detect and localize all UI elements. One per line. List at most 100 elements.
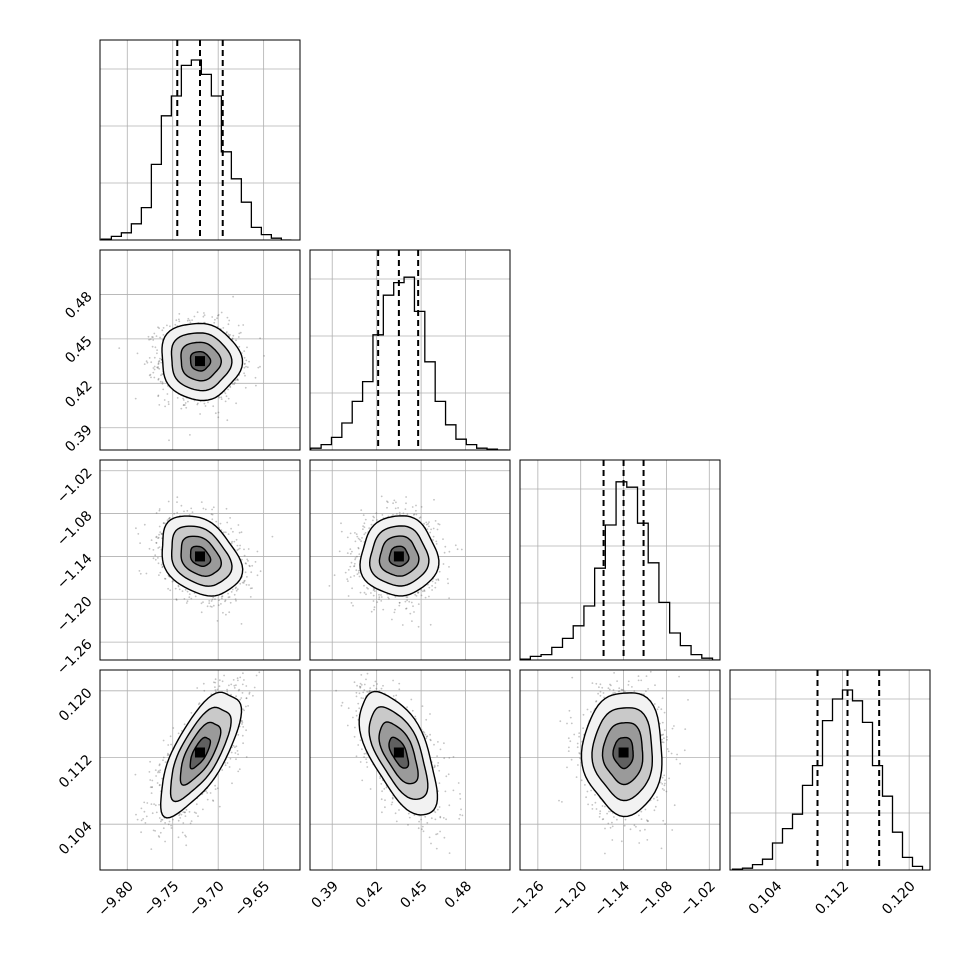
sample-point [235,339,237,342]
panel-frame [99,249,301,451]
sample-point [235,402,238,405]
sample-point [237,770,240,773]
sample-point [257,366,260,369]
sample-point [438,769,441,772]
sample-point [193,811,196,814]
sample-point [439,815,442,818]
sample-point [359,739,362,742]
sample-point [238,547,241,550]
sample-point [569,740,572,743]
sample-point [161,566,164,569]
sample-point [193,315,196,318]
sample-point [175,598,178,601]
sample-point [430,842,432,845]
sample-point [673,725,675,727]
sample-point [154,769,157,771]
sample-point [227,397,230,400]
sample-point [646,839,649,841]
sample-point [245,359,248,362]
sample-point [202,601,204,603]
sample-point [392,514,394,516]
sample-point [252,694,254,697]
sample-point [438,570,441,573]
sample-point [386,501,389,504]
sample-point [195,812,198,814]
sample-point [353,681,356,684]
sample-point [435,833,437,836]
sample-point [212,405,215,408]
histogram-panel [310,250,510,450]
sample-point [415,513,418,516]
sample-point [387,596,389,599]
sample-point [363,591,366,594]
sample-point [661,734,664,736]
sample-point [243,350,246,352]
sample-point [663,774,666,777]
sample-point [158,771,161,774]
sample-point [151,779,154,782]
sample-point [222,611,224,614]
sample-point [644,808,647,811]
sample-point [216,620,219,622]
sample-point [162,756,165,759]
sample-point [157,562,160,565]
contour-line [368,706,429,801]
sample-point [212,596,215,599]
sample-point [158,509,161,512]
sample-point [561,801,563,803]
histogram-panel [730,670,930,870]
sample-point [381,811,383,814]
sample-point [559,720,562,723]
sample-point [664,782,666,785]
sample-point [390,803,393,806]
sample-point [434,818,437,821]
sample-point [251,564,254,567]
sample-point [236,677,239,680]
sample-point [428,836,431,839]
density-peak [195,356,205,367]
sample-point [359,761,362,763]
sample-point [240,719,243,722]
sample-point [220,398,223,400]
sample-point [368,691,370,693]
sample-point [157,326,159,329]
sample-point [243,679,245,681]
sample-point [190,820,193,822]
sample-point [182,822,185,824]
sample-point [570,758,573,761]
sample-point [242,582,245,584]
sample-point [202,808,204,811]
sample-point [362,697,364,700]
sample-point [224,764,227,767]
sample-point [227,323,230,326]
sample-point [182,397,185,400]
sample-point [380,495,383,498]
sample-point [678,675,680,678]
sample-point [445,818,447,821]
sample-point [443,551,446,554]
sample-point [571,676,574,679]
sample-point [238,531,241,534]
sample-point [169,325,171,328]
sample-point [150,803,153,805]
sample-point [438,782,441,784]
sample-point [150,376,152,379]
sample-point [182,811,185,813]
sample-point [155,535,158,538]
sample-point [213,681,215,684]
sample-point [647,688,649,690]
sample-point [347,580,349,582]
sample-point [245,697,248,700]
sample-point [155,811,158,814]
sample-point [671,727,674,730]
sample-point [420,506,423,508]
sample-point [616,818,618,821]
sample-point [417,592,419,594]
sample-point [227,596,230,599]
sample-point [421,828,423,831]
sample-point [218,599,220,602]
sample-point [158,803,161,806]
sample-point [584,784,586,786]
sample-point [157,537,159,539]
sample-point [599,810,602,813]
